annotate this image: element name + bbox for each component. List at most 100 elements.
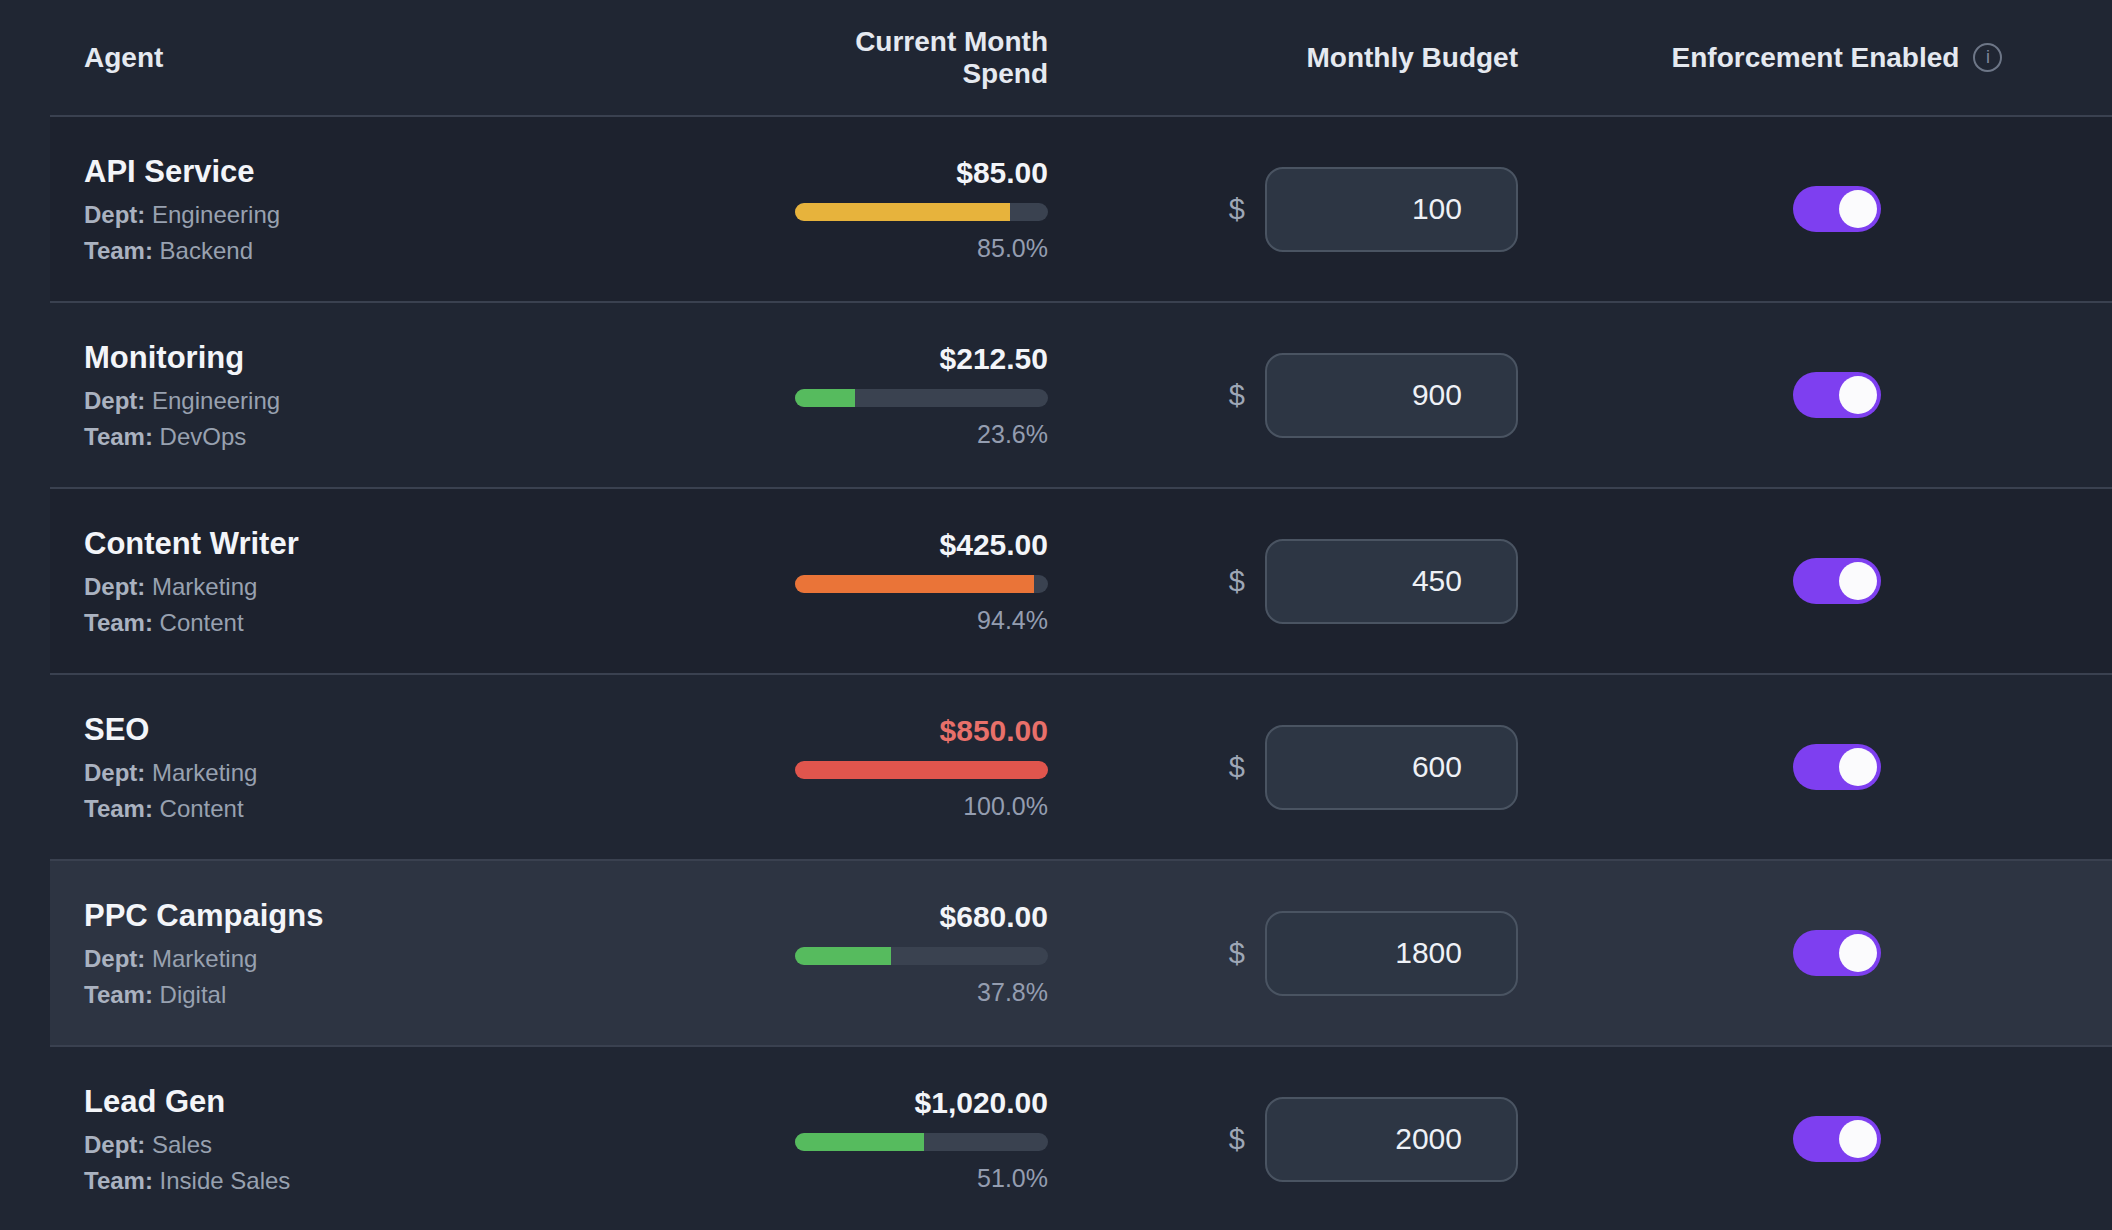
dollar-sign-prefix: $ bbox=[1229, 751, 1245, 784]
toggle-knob bbox=[1839, 562, 1877, 600]
monthly-budget-input[interactable] bbox=[1265, 1097, 1518, 1182]
header-current-month-spend: Current Month Spend bbox=[795, 26, 1048, 90]
toggle-knob bbox=[1839, 934, 1877, 972]
agent-cell: Content Writer Dept: Marketing Team: Con… bbox=[84, 526, 795, 637]
agent-team: Team: Content bbox=[84, 609, 795, 637]
spend-progress-fill bbox=[795, 947, 891, 965]
dept-label: Dept: bbox=[84, 945, 145, 972]
dollar-sign-prefix: $ bbox=[1229, 1123, 1245, 1156]
dept-value: Engineering bbox=[152, 201, 280, 228]
agent-team: Team: Content bbox=[84, 795, 795, 823]
header-monthly-budget: Monthly Budget bbox=[1048, 42, 1518, 74]
table-row: Content Writer Dept: Marketing Team: Con… bbox=[50, 487, 2112, 673]
agent-dept: Dept: Marketing bbox=[84, 759, 795, 787]
agent-team: Team: Inside Sales bbox=[84, 1167, 795, 1195]
team-value: Digital bbox=[160, 981, 227, 1008]
agent-name: PPC Campaigns bbox=[84, 898, 795, 934]
agent-cell: API Service Dept: Engineering Team: Back… bbox=[84, 154, 795, 265]
dept-label: Dept: bbox=[84, 1131, 145, 1158]
budget-cell: $ bbox=[1048, 1097, 1518, 1182]
info-icon[interactable]: i bbox=[1973, 43, 2002, 72]
spend-amount: $85.00 bbox=[956, 156, 1048, 190]
agent-name: Lead Gen bbox=[84, 1084, 795, 1120]
spend-amount: $850.00 bbox=[940, 714, 1048, 748]
team-label: Team: bbox=[84, 423, 153, 450]
dept-label: Dept: bbox=[84, 573, 145, 600]
dollar-sign-prefix: $ bbox=[1229, 379, 1245, 412]
spend-cell: $425.00 94.4% bbox=[795, 528, 1048, 634]
team-label: Team: bbox=[84, 609, 153, 636]
spend-progress-bar bbox=[795, 947, 1048, 965]
table-row: Lead Gen Dept: Sales Team: Inside Sales … bbox=[50, 1045, 2112, 1230]
team-label: Team: bbox=[84, 795, 153, 822]
agent-team: Team: Digital bbox=[84, 981, 795, 1009]
toggle-cell bbox=[1518, 372, 2112, 418]
spend-progress-fill bbox=[795, 389, 855, 407]
spend-cell: $212.50 23.6% bbox=[795, 342, 1048, 448]
spend-cell: $850.00 100.0% bbox=[795, 714, 1048, 820]
table-header: Agent Current Month Spend Monthly Budget… bbox=[50, 0, 2112, 115]
table-row: Monitoring Dept: Engineering Team: DevOp… bbox=[50, 301, 2112, 487]
budget-cell: $ bbox=[1048, 353, 1518, 438]
agent-team: Team: Backend bbox=[84, 237, 795, 265]
enforcement-toggle[interactable] bbox=[1793, 372, 1881, 418]
spend-percentage: 23.6% bbox=[977, 420, 1048, 448]
dept-label: Dept: bbox=[84, 201, 145, 228]
table-row: PPC Campaigns Dept: Marketing Team: Digi… bbox=[50, 859, 2112, 1045]
table-row: SEO Dept: Marketing Team: Content $850.0… bbox=[50, 673, 2112, 859]
dept-value: Marketing bbox=[152, 573, 257, 600]
enforcement-toggle[interactable] bbox=[1793, 558, 1881, 604]
agent-dept: Dept: Engineering bbox=[84, 201, 795, 229]
spend-percentage: 51.0% bbox=[977, 1164, 1048, 1192]
budget-cell: $ bbox=[1048, 911, 1518, 996]
agent-dept: Dept: Marketing bbox=[84, 573, 795, 601]
dept-label: Dept: bbox=[84, 387, 145, 414]
dollar-sign-prefix: $ bbox=[1229, 565, 1245, 598]
monthly-budget-input[interactable] bbox=[1265, 911, 1518, 996]
toggle-knob bbox=[1839, 376, 1877, 414]
team-value: Content bbox=[160, 609, 244, 636]
team-value: Content bbox=[160, 795, 244, 822]
spend-progress-bar bbox=[795, 389, 1048, 407]
spend-progress-bar bbox=[795, 1133, 1048, 1151]
agent-name: API Service bbox=[84, 154, 795, 190]
agent-name: Content Writer bbox=[84, 526, 795, 562]
monthly-budget-input[interactable] bbox=[1265, 167, 1518, 252]
spend-progress-bar bbox=[795, 575, 1048, 593]
monthly-budget-input[interactable] bbox=[1265, 539, 1518, 624]
spend-cell: $680.00 37.8% bbox=[795, 900, 1048, 1006]
budget-cell: $ bbox=[1048, 167, 1518, 252]
team-value: Backend bbox=[160, 237, 253, 264]
monthly-budget-input[interactable] bbox=[1265, 353, 1518, 438]
spend-amount: $212.50 bbox=[940, 342, 1048, 376]
spend-amount: $425.00 bbox=[940, 528, 1048, 562]
enforcement-toggle[interactable] bbox=[1793, 930, 1881, 976]
agent-cell: SEO Dept: Marketing Team: Content bbox=[84, 712, 795, 823]
agents-budget-table: Agent Current Month Spend Monthly Budget… bbox=[50, 0, 2112, 1230]
agent-team: Team: DevOps bbox=[84, 423, 795, 451]
enforcement-toggle[interactable] bbox=[1793, 744, 1881, 790]
dept-value: Marketing bbox=[152, 945, 257, 972]
team-value: DevOps bbox=[160, 423, 247, 450]
toggle-cell bbox=[1518, 1116, 2112, 1162]
agent-cell: Lead Gen Dept: Sales Team: Inside Sales bbox=[84, 1084, 795, 1195]
toggle-knob bbox=[1839, 1120, 1877, 1158]
spend-progress-fill bbox=[795, 1133, 924, 1151]
enforcement-header-label: Enforcement Enabled bbox=[1672, 42, 1960, 74]
budget-cell: $ bbox=[1048, 539, 1518, 624]
agent-dept: Dept: Marketing bbox=[84, 945, 795, 973]
spend-percentage: 94.4% bbox=[977, 606, 1048, 634]
agent-dept: Dept: Sales bbox=[84, 1131, 795, 1159]
agent-cell: Monitoring Dept: Engineering Team: DevOp… bbox=[84, 340, 795, 451]
toggle-cell bbox=[1518, 930, 2112, 976]
dept-label: Dept: bbox=[84, 759, 145, 786]
enforcement-toggle[interactable] bbox=[1793, 186, 1881, 232]
budget-cell: $ bbox=[1048, 725, 1518, 810]
toggle-knob bbox=[1839, 748, 1877, 786]
spend-cell: $1,020.00 51.0% bbox=[795, 1086, 1048, 1192]
enforcement-toggle[interactable] bbox=[1793, 1116, 1881, 1162]
toggle-cell bbox=[1518, 186, 2112, 232]
dollar-sign-prefix: $ bbox=[1229, 937, 1245, 970]
dept-value: Marketing bbox=[152, 759, 257, 786]
monthly-budget-input[interactable] bbox=[1265, 725, 1518, 810]
